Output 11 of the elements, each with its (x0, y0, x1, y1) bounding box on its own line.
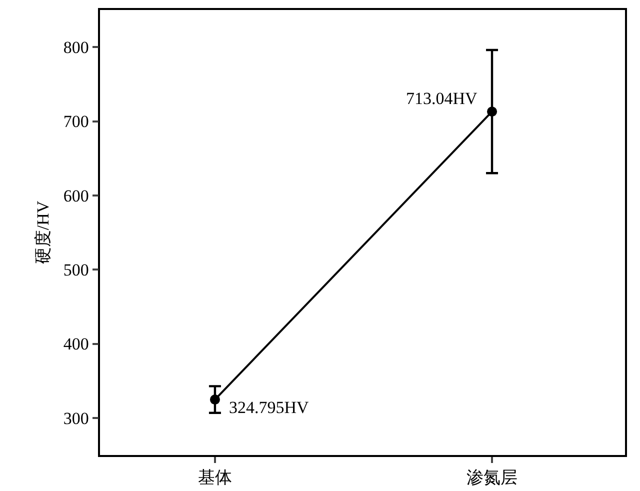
y-tick-label: 300 (63, 408, 89, 428)
y-tick-label: 400 (63, 334, 89, 354)
x-tick-label: 渗氮层 (466, 468, 518, 488)
x-tick-label: 基体 (198, 468, 232, 488)
annotation: 713.04HV (406, 89, 478, 108)
annotation: 324.795HV (229, 398, 310, 417)
y-tick-label: 600 (63, 186, 89, 206)
y-tick-label: 800 (63, 38, 89, 58)
y-axis-title: 硬度/HV (33, 200, 52, 264)
y-tick-label: 500 (63, 260, 89, 280)
y-tick-label: 700 (63, 112, 89, 132)
